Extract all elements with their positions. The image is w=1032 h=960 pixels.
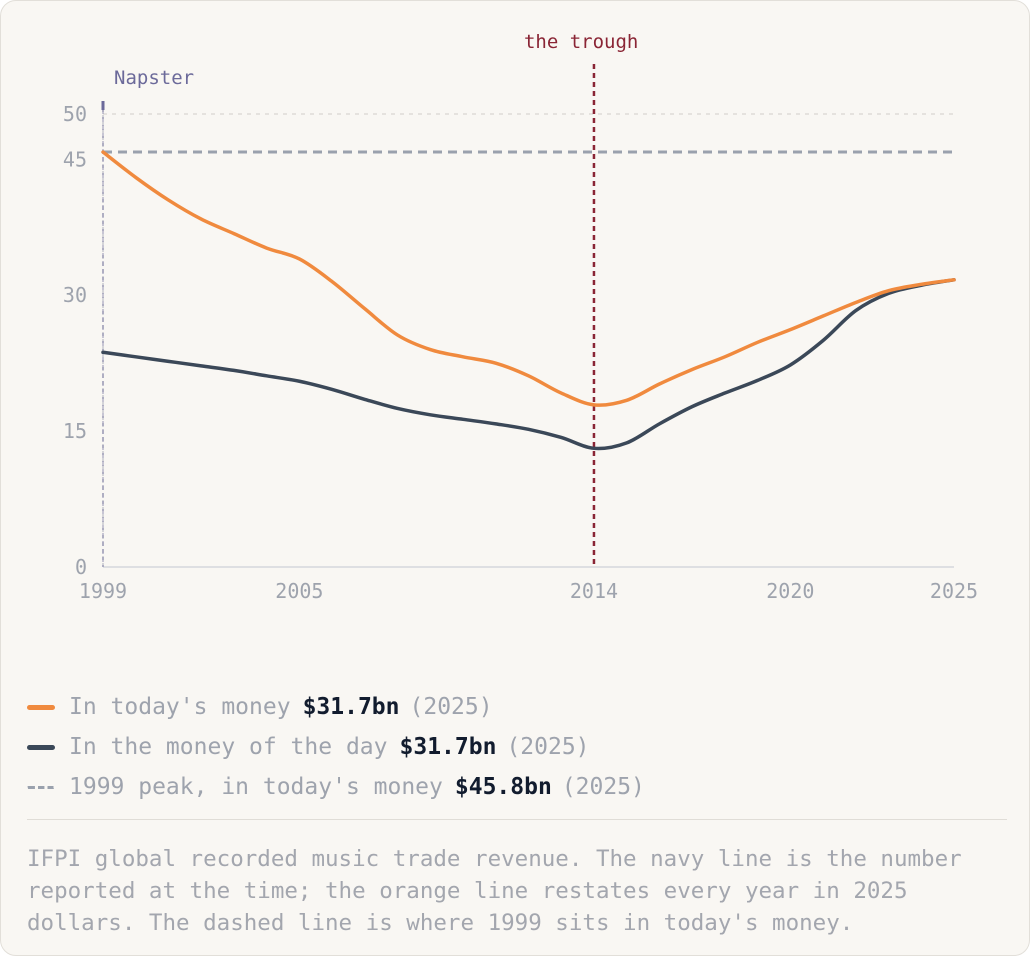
legend: In today's money $31.7bn (2025) In the m… — [27, 687, 645, 807]
y-tick-label: 0 — [75, 555, 87, 579]
y-tick-label: 50 — [63, 102, 87, 126]
legend-value: $31.7bn — [399, 734, 497, 760]
x-tick-label: 2014 — [570, 579, 618, 603]
y-tick-label: 15 — [63, 419, 87, 443]
legend-year: (2025) — [561, 774, 645, 800]
annotation-napster-label: Napster — [114, 67, 194, 89]
x-tick-label: 1999 — [79, 579, 127, 603]
legend-item-1999-peak: 1999 peak, in today's money $45.8bn (202… — [27, 767, 645, 807]
legend-year: (2025) — [409, 694, 493, 720]
y-tick-label: 30 — [63, 283, 87, 307]
legend-year: (2025) — [506, 734, 590, 760]
legend-label: 1999 peak, in today's money — [69, 774, 443, 800]
legend-label: In the money of the day — [69, 734, 388, 760]
divider — [27, 819, 1007, 820]
legend-item-today: In today's money $31.7bn (2025) — [27, 687, 645, 727]
series-line-todays-money — [101, 150, 956, 407]
x-tick-label: 2005 — [275, 579, 323, 603]
legend-swatch-orange — [27, 704, 55, 710]
x-tick-label: 2025 — [930, 579, 978, 603]
line-chart: 0 15 30 45 50 1999 2005 2014 2020 2025 Napster the … — [63, 31, 978, 603]
x-tick-label: 2020 — [766, 579, 814, 603]
chart-caption: IFPI global recorded music trade revenue… — [27, 846, 962, 936]
legend-item-of-the-day: In the money of the day $31.7bn (2025) — [27, 727, 645, 767]
legend-label: In today's money — [69, 694, 291, 720]
annotation-trough-label: the trough — [524, 31, 638, 53]
legend-swatch-navy — [27, 744, 55, 750]
legend-swatch-dashed — [27, 785, 55, 789]
legend-value: $31.7bn — [302, 694, 400, 720]
series-line-money-of-the-day — [101, 278, 956, 451]
legend-value: $45.8bn — [454, 774, 552, 800]
y-tick-label: 45 — [63, 147, 87, 171]
